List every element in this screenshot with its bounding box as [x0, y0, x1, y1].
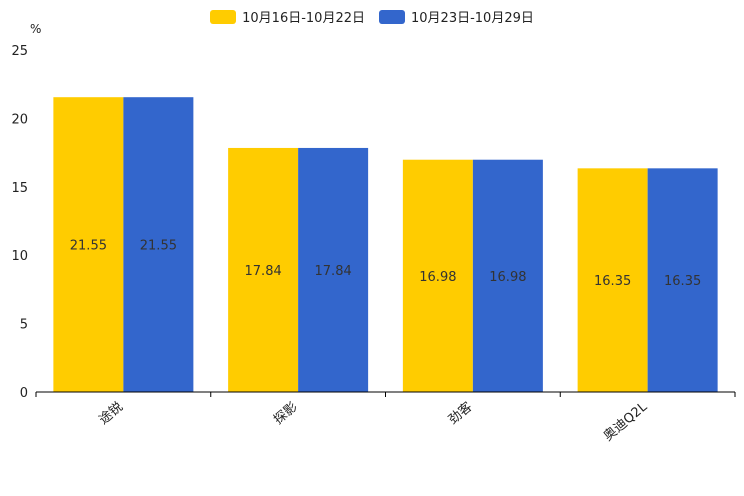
y-tick-label: 10 [11, 249, 28, 264]
bar-data-label: 16.98 [489, 270, 526, 285]
y-tick-label: 0 [20, 386, 28, 401]
bar [647, 168, 718, 392]
bar [298, 147, 369, 392]
bar [402, 159, 473, 392]
bar-data-label: 16.35 [664, 274, 701, 289]
legend-item-series-2[interactable]: 10月23日-10月29日 [379, 7, 534, 26]
x-tick-label: 奥迪Q2L [601, 399, 651, 444]
bar-data-label: 16.35 [594, 274, 631, 289]
x-tick-label: 劲客 [445, 399, 475, 428]
y-tick-label: 25 [11, 44, 28, 59]
legend-label-series-2: 10月23日-10月29日 [411, 11, 534, 26]
bar [123, 97, 194, 393]
x-tick-label: 途锐 [96, 399, 126, 428]
legend: 10月16日-10月22日 10月23日-10月29日 [0, 7, 744, 26]
x-tick-label: 探影 [271, 400, 301, 428]
bar [472, 159, 543, 392]
legend-swatch-series-2 [379, 9, 405, 24]
bar [53, 97, 124, 393]
y-unit-label: % [30, 22, 41, 36]
legend-label-series-1: 10月16日-10月22日 [242, 11, 365, 26]
bar [228, 147, 299, 392]
bar-data-label: 17.84 [315, 264, 352, 279]
y-tick-label: 5 [20, 318, 28, 333]
y-tick-label: 15 [11, 181, 28, 196]
bar-data-label: 16.98 [419, 270, 456, 285]
bar-data-label: 17.84 [245, 264, 282, 279]
bar-data-label: 21.55 [70, 239, 107, 254]
y-tick-label: 20 [11, 112, 28, 127]
legend-swatch-series-1 [210, 9, 237, 24]
bar-data-label: 21.55 [140, 239, 177, 254]
legend-item-series-1[interactable]: 10月16日-10月22日 [210, 7, 365, 26]
bar [577, 168, 648, 392]
